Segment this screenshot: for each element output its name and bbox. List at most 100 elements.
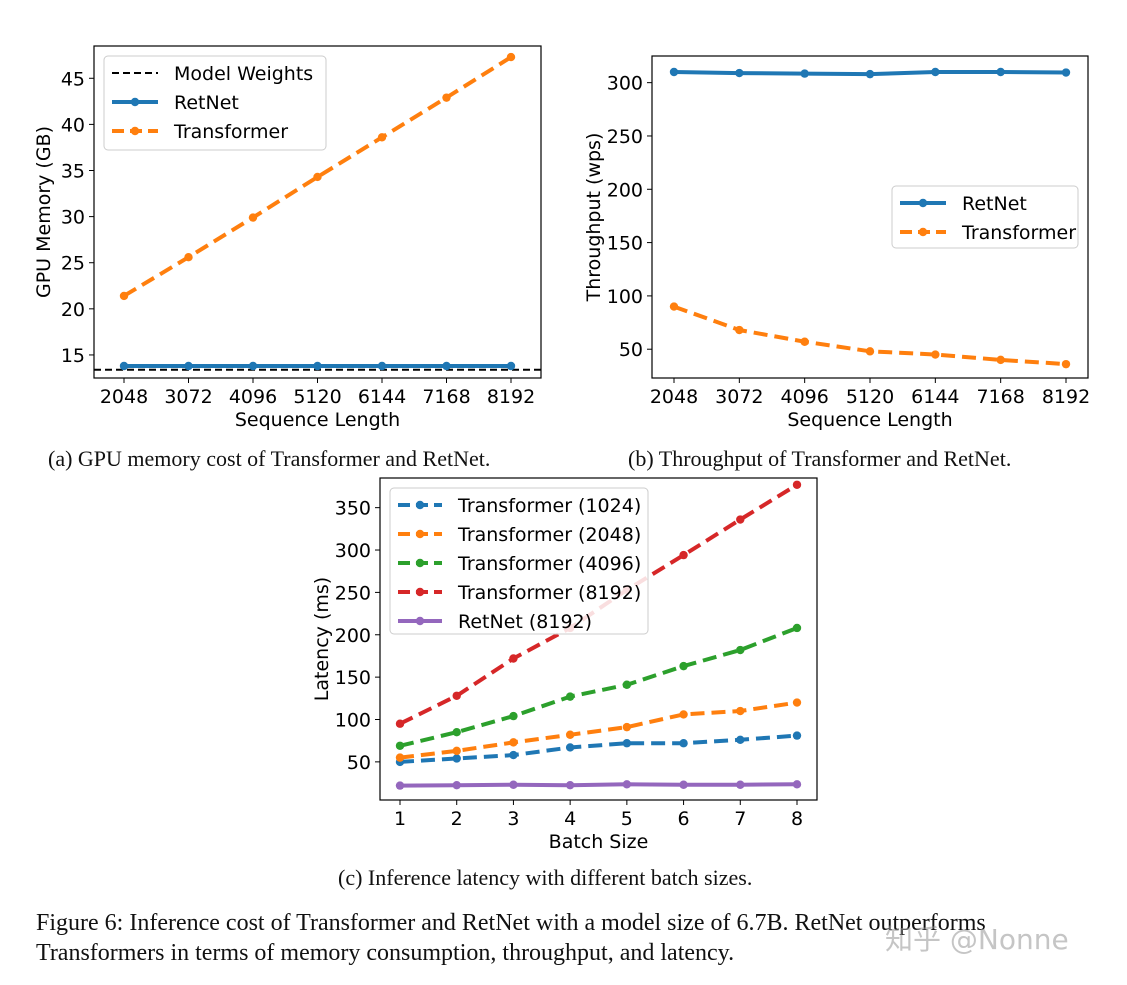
x-axis-label: Batch Size <box>549 831 649 853</box>
data-point <box>395 719 405 728</box>
x-axis-label: Sequence Length <box>235 409 400 431</box>
y-axis-label: Latency (ms) <box>311 577 333 701</box>
legend-marker <box>130 97 140 107</box>
legend-marker <box>415 558 425 568</box>
y-tick-label: 15 <box>61 345 85 367</box>
data-point <box>313 361 322 371</box>
data-point <box>248 361 258 371</box>
data-point <box>377 361 387 371</box>
data-point <box>792 480 802 489</box>
data-point <box>679 550 688 560</box>
data-point <box>395 781 405 790</box>
data-point <box>565 692 575 701</box>
y-tick-label: 100 <box>335 710 371 732</box>
data-point <box>736 735 745 745</box>
y-tick-label: 150 <box>607 233 643 255</box>
data-point <box>800 69 809 78</box>
data-point <box>452 691 461 700</box>
data-point <box>996 355 1005 365</box>
y-tick-label: 200 <box>607 179 643 201</box>
data-point <box>184 252 193 262</box>
x-tick-label: 4 <box>564 808 576 830</box>
x-tick-label: 7168 <box>976 386 1024 408</box>
y-tick-label: 200 <box>335 625 371 647</box>
data-point <box>248 213 258 222</box>
series-line <box>399 700 798 760</box>
x-axis-label: Sequence Length <box>787 409 952 431</box>
data-point <box>442 93 451 102</box>
x-tick-label: 4096 <box>229 386 277 408</box>
data-point <box>735 68 744 78</box>
legend-label: Transformer <box>173 121 288 143</box>
data-point <box>509 738 518 747</box>
y-tick-label: 35 <box>61 161 85 183</box>
series-line <box>399 626 798 748</box>
data-point <box>792 623 802 633</box>
legend-marker <box>918 227 928 237</box>
x-tick-label: 4096 <box>780 386 828 408</box>
data-point <box>377 133 387 142</box>
data-point <box>509 780 518 789</box>
data-point <box>996 67 1005 77</box>
x-tick-label: 3072 <box>164 386 212 408</box>
plot-frame-c <box>379 477 818 801</box>
data-point <box>565 730 575 739</box>
y-tick-label: 350 <box>335 498 371 520</box>
data-point <box>736 515 745 524</box>
x-tick-label: 8 <box>791 808 803 830</box>
data-point <box>622 739 632 748</box>
data-point <box>395 753 405 762</box>
x-tick-label: 3 <box>507 808 519 830</box>
x-tick-label: 8192 <box>487 386 535 408</box>
data-point <box>509 654 518 663</box>
figure-caption: Figure 6: Inference cost of Transformer … <box>36 910 986 966</box>
data-point <box>452 754 461 763</box>
x-tick-label: 3072 <box>715 386 763 408</box>
data-point <box>622 680 632 689</box>
y-tick-label: 20 <box>61 299 85 321</box>
legend-label: RetNet (8192) <box>458 611 592 633</box>
data-point <box>1061 68 1071 77</box>
data-point <box>669 302 679 311</box>
data-point <box>792 731 802 740</box>
data-point <box>735 325 744 335</box>
data-point <box>931 350 940 359</box>
data-point <box>1061 359 1071 369</box>
watermark-text: 知乎 @Nonne <box>885 923 1069 956</box>
data-point <box>736 706 745 716</box>
legend-marker <box>918 198 928 208</box>
y-tick-label: 30 <box>61 207 85 229</box>
data-point <box>622 780 632 789</box>
x-tick-label: 2048 <box>650 386 698 408</box>
data-point <box>119 291 129 301</box>
x-tick-label: 5120 <box>293 386 341 408</box>
x-tick-label: 6144 <box>911 386 959 408</box>
legend-marker <box>415 529 425 539</box>
data-point <box>565 743 575 752</box>
data-point <box>395 741 405 750</box>
x-tick-label: 5 <box>621 808 633 830</box>
x-tick-label: 7 <box>734 808 746 830</box>
data-point <box>452 728 461 737</box>
y-tick-label: 300 <box>335 540 371 562</box>
legend-label: Transformer (8192) <box>457 582 641 604</box>
data-point <box>800 337 809 346</box>
data-point <box>313 172 322 182</box>
data-point <box>452 780 461 790</box>
x-tick-label: 5120 <box>846 386 894 408</box>
y-axis-label: Throughput (wps) <box>583 133 605 303</box>
legend-box <box>103 55 327 151</box>
data-point <box>442 361 451 371</box>
data-point <box>119 361 129 371</box>
y-tick-label: 250 <box>607 126 643 148</box>
x-tick-label: 1 <box>394 808 406 830</box>
series-line <box>399 782 798 788</box>
legend-label: Transformer <box>961 222 1076 244</box>
caption-a: (a) GPU memory cost of Transformer and R… <box>48 446 491 471</box>
series-line <box>399 733 798 764</box>
data-point <box>506 361 516 371</box>
data-point <box>565 780 575 790</box>
y-tick-label: 25 <box>61 253 85 275</box>
y-tick-label: 45 <box>61 68 85 90</box>
